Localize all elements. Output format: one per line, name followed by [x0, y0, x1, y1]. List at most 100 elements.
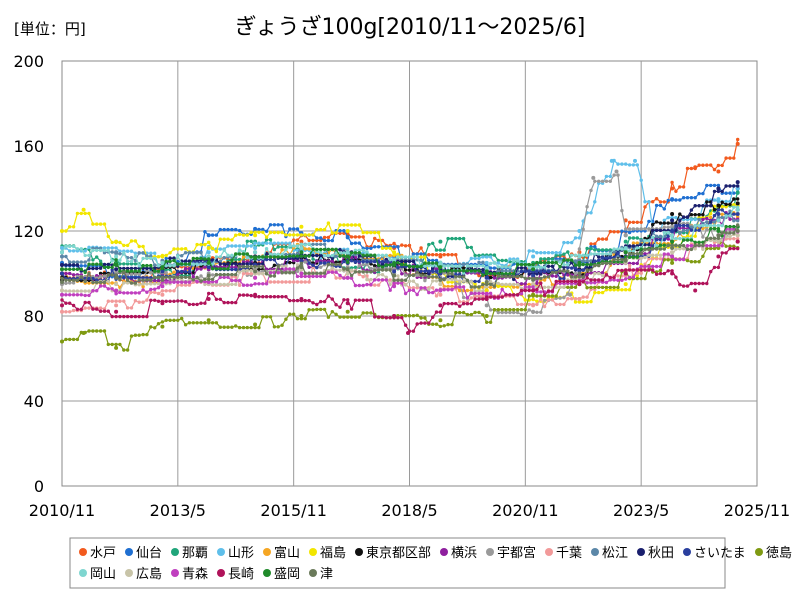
data-point [454, 272, 458, 276]
data-point [361, 230, 365, 235]
data-point [712, 207, 717, 212]
data-point [419, 264, 423, 269]
data-point [187, 321, 192, 325]
anchor-point [60, 292, 64, 297]
data-point [369, 311, 373, 315]
data-point [330, 238, 334, 243]
data-point [137, 244, 141, 249]
data-point [376, 253, 381, 257]
data-point [249, 293, 253, 298]
data-point [342, 223, 346, 227]
data-point [519, 312, 524, 317]
data-point [125, 262, 130, 266]
data-point [500, 287, 504, 292]
data-point [674, 215, 678, 220]
data-point [662, 207, 666, 211]
legend-item: 山形 [217, 546, 254, 561]
data-point [693, 281, 697, 286]
data-point [631, 268, 636, 272]
data-point [114, 273, 118, 277]
data-point [149, 263, 153, 268]
data-point [600, 237, 605, 241]
data-point [106, 342, 111, 347]
legend-item: 千葉 [545, 546, 582, 561]
anchor-point [60, 250, 64, 255]
data-point [674, 221, 678, 225]
data-point [118, 252, 122, 256]
data-point [280, 241, 284, 245]
data-point [75, 289, 80, 293]
data-point [110, 287, 114, 291]
data-point [237, 257, 242, 262]
data-point [500, 282, 504, 287]
data-point [292, 238, 296, 242]
anchor-point [392, 250, 397, 255]
data-point [237, 248, 242, 252]
legend-item: 徳島 [755, 546, 792, 561]
data-point [531, 262, 535, 267]
anchor-point [670, 254, 675, 259]
data-point [709, 220, 713, 224]
data-point [295, 274, 300, 279]
data-point [585, 295, 589, 299]
data-point [83, 306, 87, 310]
data-point [473, 269, 477, 273]
data-point [415, 292, 419, 297]
data-point [195, 262, 199, 266]
data-point [164, 318, 168, 322]
data-point [604, 248, 609, 252]
data-point [295, 258, 300, 263]
data-point [210, 267, 215, 271]
data-point [114, 292, 118, 296]
legend-item: 広島 [125, 567, 162, 582]
data-point [257, 267, 261, 272]
data-point [295, 317, 300, 321]
data-point [593, 285, 597, 290]
data-point [419, 273, 423, 278]
data-point [322, 247, 327, 252]
data-point [666, 221, 670, 225]
data-point [203, 321, 207, 325]
data-point [257, 227, 261, 232]
data-point [434, 253, 439, 257]
data-point [64, 310, 68, 314]
data-point [261, 295, 265, 299]
data-point [153, 298, 157, 302]
data-point [299, 261, 304, 265]
data-point [720, 215, 724, 220]
data-point [562, 258, 566, 262]
data-point [388, 263, 392, 267]
anchor-point [60, 339, 64, 344]
data-point [129, 256, 134, 260]
data-point [681, 243, 686, 248]
data-point [349, 241, 354, 246]
anchor-point [345, 271, 350, 276]
data-point [315, 302, 319, 307]
anchor-point [114, 309, 119, 314]
data-point [450, 322, 454, 327]
data-point [241, 233, 246, 237]
data-point [512, 272, 516, 276]
data-point [272, 258, 277, 262]
anchor-point [114, 303, 119, 308]
data-point [573, 275, 578, 279]
data-point [315, 227, 319, 232]
data-point [458, 304, 462, 308]
data-point [693, 196, 697, 200]
data-point [654, 247, 659, 251]
data-point [322, 235, 327, 240]
data-point [411, 288, 416, 292]
data-point [234, 278, 238, 283]
data-point [380, 246, 385, 250]
data-point [71, 273, 76, 277]
data-point [122, 299, 126, 303]
data-point [639, 252, 643, 256]
data-point [577, 236, 582, 240]
data-point [600, 252, 605, 256]
data-point [608, 278, 612, 282]
data-point [295, 233, 300, 237]
data-point [176, 318, 180, 322]
data-point [701, 235, 705, 239]
data-point [245, 256, 249, 260]
data-point [600, 256, 605, 260]
